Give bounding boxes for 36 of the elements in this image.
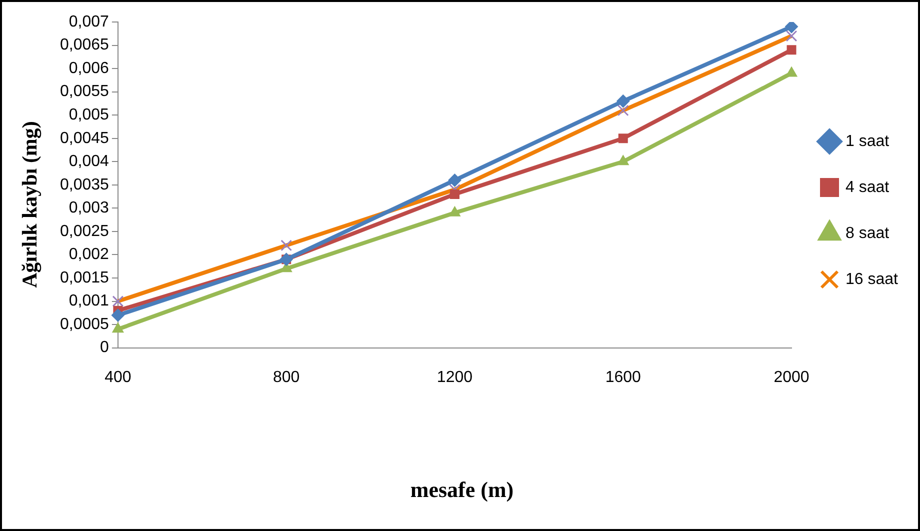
- y-tick-label: 0,007: [68, 13, 110, 30]
- point: [616, 94, 630, 108]
- x-tick-label: 400: [104, 368, 132, 386]
- x-tick-label: 2000: [774, 368, 810, 386]
- x-tick-label: 1600: [605, 368, 642, 386]
- y-tick-label: 0,003: [68, 200, 110, 217]
- y-tick-label: 0,002: [68, 246, 110, 264]
- point: [786, 45, 796, 55]
- point: [785, 22, 798, 34]
- point: [112, 322, 124, 333]
- y-tick-label: 0,0065: [60, 36, 110, 54]
- y-tick-label: 0,0045: [60, 130, 110, 147]
- point: [449, 206, 460, 216]
- y-tick-label: 0,005: [68, 106, 110, 124]
- y-tick-label: 0,006: [68, 60, 110, 77]
- y-axis-title: Ağırlık kaybı (mg): [18, 120, 42, 290]
- x-tick-label: 1200: [436, 368, 473, 386]
- y-tick-label: 0,0035: [60, 176, 110, 194]
- point: [448, 174, 462, 187]
- point: [450, 189, 460, 199]
- point: [111, 308, 124, 322]
- x-axis-title: mesafe (m): [409, 477, 515, 503]
- point: [617, 155, 629, 166]
- legend-label: 4 saat: [846, 178, 890, 196]
- legend-label: 1 saat: [846, 132, 890, 150]
- y-tick-label: 0,001: [68, 292, 110, 310]
- y-tick-label: 0,0015: [60, 269, 110, 286]
- point: [618, 134, 628, 144]
- legend-label: 16 saat: [846, 270, 899, 288]
- y-tick-label: 0,0025: [60, 222, 110, 240]
- x-tick-label: 800: [272, 368, 300, 386]
- y-tick-label: 0,0005: [60, 316, 110, 333]
- legend-label: 8 saat: [846, 224, 890, 242]
- y-tick-label: 0,004: [68, 153, 110, 170]
- y-tick-label: 0,0055: [60, 83, 110, 100]
- y-tick-label: 0: [100, 339, 110, 356]
